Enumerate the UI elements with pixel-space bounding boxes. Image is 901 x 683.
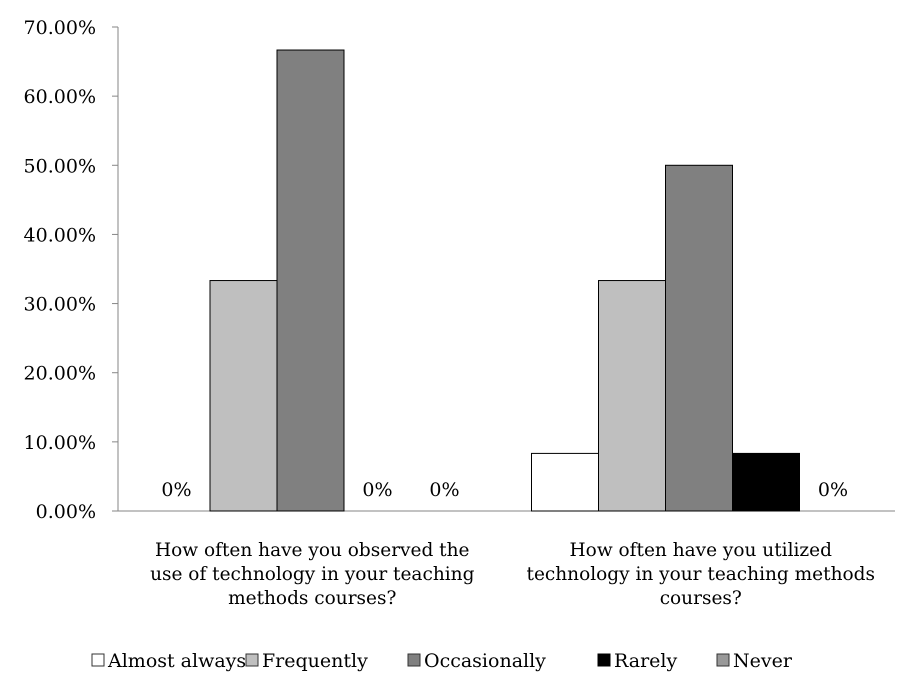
bar-frequently <box>598 280 666 512</box>
bar-occasionally <box>276 49 345 512</box>
legend-swatch <box>716 653 730 667</box>
bar-frequently <box>209 280 278 512</box>
legend-label: Frequently <box>262 650 368 672</box>
y-tick-label: 0.00% <box>36 501 96 523</box>
y-tick-label: 50.00% <box>24 155 96 177</box>
data-label: 0% <box>362 479 392 501</box>
legend-swatch <box>245 653 259 667</box>
y-tick-label: 20.00% <box>24 363 96 385</box>
bar-rarely <box>732 452 800 512</box>
data-label: 0% <box>818 479 848 501</box>
y-tick-label: 70.00% <box>24 17 96 39</box>
legend-swatch <box>91 653 105 667</box>
y-tick-label: 40.00% <box>24 224 96 246</box>
legend-label: Rarely <box>614 650 677 672</box>
category-labels: How often have you observed the use of te… <box>150 540 875 609</box>
x-category-label: How often have you utilized technology in… <box>527 540 875 609</box>
bar-almost-always <box>531 452 599 512</box>
data-label: 0% <box>429 479 459 501</box>
data-labels: 0% 0% 0% 0% <box>161 479 848 501</box>
y-tick-label: 60.00% <box>24 86 96 108</box>
y-tick-label: 10.00% <box>24 432 96 454</box>
chart-legend: Almost always Frequently Occasionally Rarel… <box>91 650 793 672</box>
y-tick-label: 30.00% <box>24 294 96 316</box>
y-axis-ticks: 0.00% 10.00% 20.00% 30.00% 40.00% 50.00% 60.00… <box>24 17 118 523</box>
legend-label: Never <box>733 650 793 672</box>
data-label: 0% <box>161 479 191 501</box>
x-category-label: How often have you observed the use of te… <box>150 540 475 609</box>
legend-swatch <box>407 653 421 667</box>
legend-label: Almost always <box>107 650 246 672</box>
legend-label: Occasionally <box>424 650 546 672</box>
bar-occasionally <box>665 164 733 512</box>
chart-bars <box>209 49 800 512</box>
legend-swatch <box>597 653 611 667</box>
